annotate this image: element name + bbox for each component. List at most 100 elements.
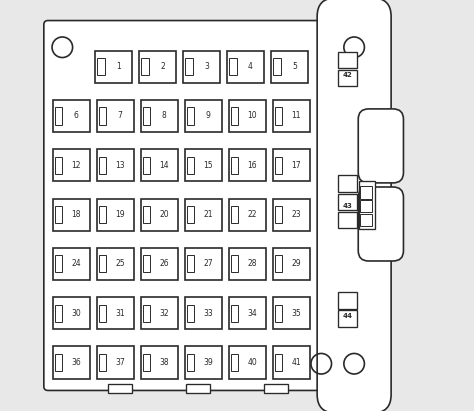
Bar <box>264 384 288 393</box>
Text: 25: 25 <box>115 259 125 268</box>
Text: 15: 15 <box>203 161 213 170</box>
Bar <box>275 206 282 223</box>
Bar <box>337 175 357 192</box>
Bar <box>108 384 132 393</box>
Bar <box>97 58 105 75</box>
Text: 8: 8 <box>162 111 166 120</box>
Bar <box>273 297 310 329</box>
Text: 32: 32 <box>159 309 169 318</box>
Bar <box>139 51 176 83</box>
Bar <box>183 51 220 83</box>
Text: 33: 33 <box>203 309 213 318</box>
Bar <box>97 346 134 379</box>
Text: 44: 44 <box>343 313 353 319</box>
Bar <box>360 186 372 199</box>
Bar <box>273 248 310 280</box>
Bar <box>53 297 90 329</box>
Bar <box>99 206 106 223</box>
FancyBboxPatch shape <box>44 21 340 390</box>
Text: 3: 3 <box>204 62 209 71</box>
Text: 40: 40 <box>247 358 257 367</box>
Bar <box>53 248 90 280</box>
Text: 18: 18 <box>72 210 81 219</box>
Text: 19: 19 <box>115 210 125 219</box>
Text: 13: 13 <box>115 161 125 170</box>
Bar <box>275 354 282 371</box>
Bar <box>185 248 222 280</box>
Bar <box>143 206 150 223</box>
Text: 11: 11 <box>291 111 301 120</box>
Bar <box>231 157 238 174</box>
Text: 37: 37 <box>115 358 125 367</box>
Bar <box>97 297 134 329</box>
Bar <box>99 354 106 371</box>
Bar <box>275 157 282 174</box>
Bar <box>141 149 178 181</box>
Text: 16: 16 <box>247 161 257 170</box>
Bar <box>53 100 90 132</box>
Text: 38: 38 <box>159 358 169 367</box>
Bar <box>99 157 106 174</box>
Bar <box>141 100 178 132</box>
Text: 26: 26 <box>159 259 169 268</box>
Bar <box>337 52 357 68</box>
Bar <box>185 149 222 181</box>
Bar <box>141 346 178 379</box>
Text: 43: 43 <box>343 203 353 208</box>
Text: 22: 22 <box>247 210 257 219</box>
Bar <box>231 354 238 371</box>
Text: 7: 7 <box>118 111 122 120</box>
Bar <box>275 107 282 125</box>
Bar <box>229 199 266 231</box>
Bar <box>359 181 375 229</box>
Bar <box>337 194 357 210</box>
Bar <box>187 305 194 322</box>
Bar <box>97 100 134 132</box>
Bar <box>143 255 150 272</box>
Bar <box>55 157 62 174</box>
Bar <box>273 100 310 132</box>
Text: 20: 20 <box>159 210 169 219</box>
Bar <box>275 305 282 322</box>
Bar <box>229 297 266 329</box>
Bar <box>187 354 194 371</box>
Bar <box>337 212 357 228</box>
Text: 6: 6 <box>73 111 79 120</box>
Bar <box>229 100 266 132</box>
Text: 5: 5 <box>292 62 297 71</box>
Bar <box>141 248 178 280</box>
Text: 34: 34 <box>247 309 257 318</box>
Bar <box>271 51 308 83</box>
Text: 24: 24 <box>71 259 81 268</box>
Text: 10: 10 <box>247 111 257 120</box>
Bar <box>231 305 238 322</box>
Bar <box>273 346 310 379</box>
Bar <box>187 255 194 272</box>
Bar <box>55 107 62 125</box>
Bar <box>187 157 194 174</box>
Bar <box>231 206 238 223</box>
Bar <box>337 70 357 86</box>
FancyBboxPatch shape <box>317 0 391 411</box>
Bar <box>229 149 266 181</box>
Bar <box>141 199 178 231</box>
Bar <box>229 58 237 75</box>
Bar <box>273 58 281 75</box>
Bar <box>53 199 90 231</box>
Bar <box>143 107 150 125</box>
Bar <box>337 310 357 327</box>
Text: 4: 4 <box>248 62 253 71</box>
Bar <box>185 100 222 132</box>
Bar <box>337 292 357 309</box>
Text: 41: 41 <box>291 358 301 367</box>
Text: 21: 21 <box>203 210 213 219</box>
Text: 9: 9 <box>206 111 210 120</box>
Text: 42: 42 <box>343 72 353 78</box>
Bar <box>141 297 178 329</box>
Text: 12: 12 <box>72 161 81 170</box>
Text: 23: 23 <box>291 210 301 219</box>
Bar <box>229 346 266 379</box>
Text: 14: 14 <box>159 161 169 170</box>
Bar <box>187 107 194 125</box>
FancyBboxPatch shape <box>358 109 403 183</box>
